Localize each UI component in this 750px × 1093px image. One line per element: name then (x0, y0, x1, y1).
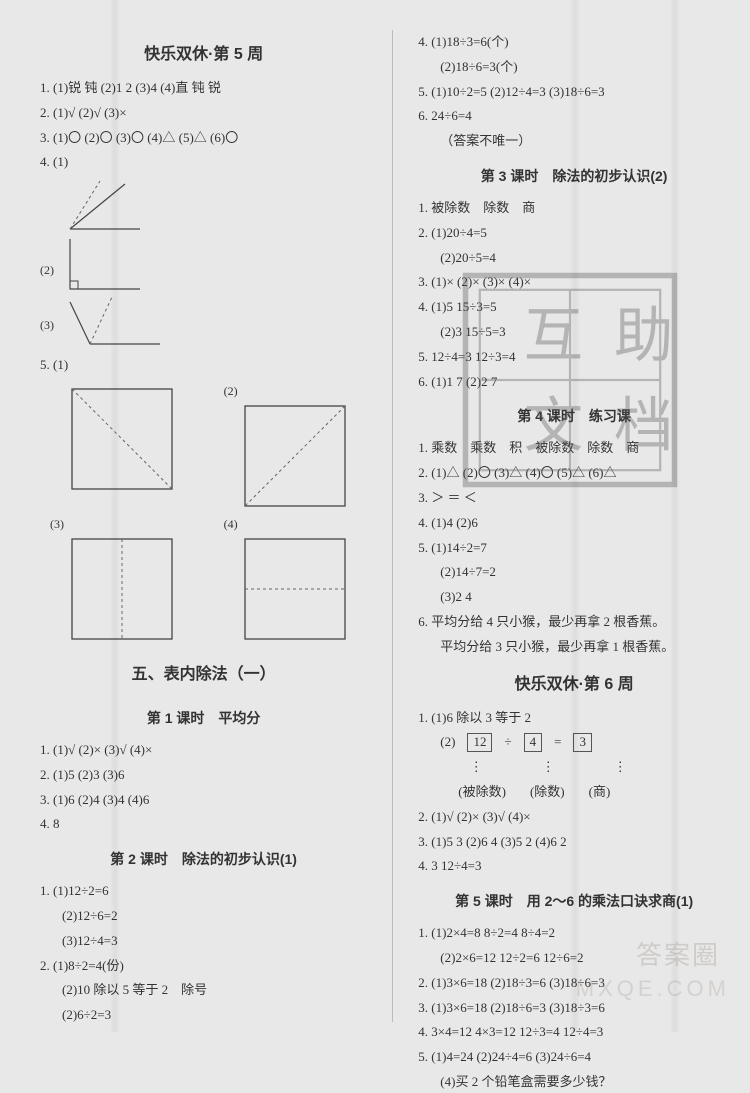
box-12: 12 (467, 733, 492, 752)
lesson1-title: 第 1 课时 平均分 (40, 708, 367, 728)
sq2-label: (2) (224, 384, 238, 399)
q5-1-text: 5. (1) (40, 357, 68, 372)
l1-q1: 1. (1)√ (2)× (3)√ (4)× (40, 740, 367, 761)
l5-q5b: (4)买 2 个铅笔盒需要多少钱？ (418, 1072, 730, 1093)
sq2: (2) (224, 384, 368, 511)
q2: 2. (1)√ (2)√ (3)× (40, 103, 367, 124)
unit5-title: 五、表内除法（一） (40, 660, 367, 684)
week5-title: 快乐双休·第 5 周 (40, 40, 367, 64)
angle-diagrams: (2) (3) (40, 179, 367, 349)
l2-q2c: (2)6÷2=3 (40, 1005, 367, 1026)
sq3: (3) (50, 517, 194, 644)
box-4: 4 (524, 733, 543, 752)
sq1 (50, 384, 194, 511)
l2-q1a: 1. (1)12÷2=6 (40, 881, 367, 902)
l2-q2a: 2. (1)8÷2=4(份) (40, 956, 367, 977)
label-dividend: (被除数) (458, 782, 506, 803)
q5-label: 5. (1) (40, 355, 367, 376)
q1: 1. (1)锐 钝 (2)1 2 (3)4 (4)直 钝 锐 (40, 78, 367, 99)
div-sign: ÷ (504, 732, 511, 753)
l2-q1c: (3)12÷4=3 (40, 931, 367, 952)
angles-svg: (2) (3) (40, 179, 300, 349)
l2-q2b: (2)10 除以 5 等于 2 除号 (40, 980, 367, 1001)
sq4: (4) (224, 517, 368, 644)
sq4-label: (4) (224, 517, 238, 532)
l1-q4: 4. 8 (40, 814, 367, 835)
label-quotient: (商) (589, 782, 611, 803)
l1-q3: 3. (1)6 (2)4 (3)4 (4)6 (40, 790, 367, 811)
l2-q1b: (2)12÷6=2 (40, 906, 367, 927)
column-divider (392, 30, 393, 1022)
l5-q5: 5. (1)4=24 (2)24÷4=6 (3)24÷6=4 (418, 1047, 730, 1068)
eq-sign: = (554, 732, 561, 753)
q4-1-label: 4. (1) (40, 152, 367, 173)
left-column: 快乐双休·第 5 周 1. (1)锐 钝 (2)1 2 (3)4 (4)直 钝 … (40, 30, 367, 1022)
svg-text:(3): (3) (40, 318, 54, 332)
label-divisor: (除数) (530, 782, 565, 803)
w6-paren2: (2) (440, 732, 455, 753)
square-grid: (2) (3) (4) (50, 384, 367, 644)
sq3-label: (3) (50, 517, 64, 532)
l1-q2: 2. (1)5 (2)3 (3)6 (40, 765, 367, 786)
svg-text:(2): (2) (40, 263, 54, 277)
lesson2-title: 第 2 课时 除法的初步认识(1) (40, 849, 367, 869)
q3: 3. (1)〇 (2)〇 (3)〇 (4)△ (5)△ (6)〇 (40, 128, 367, 149)
